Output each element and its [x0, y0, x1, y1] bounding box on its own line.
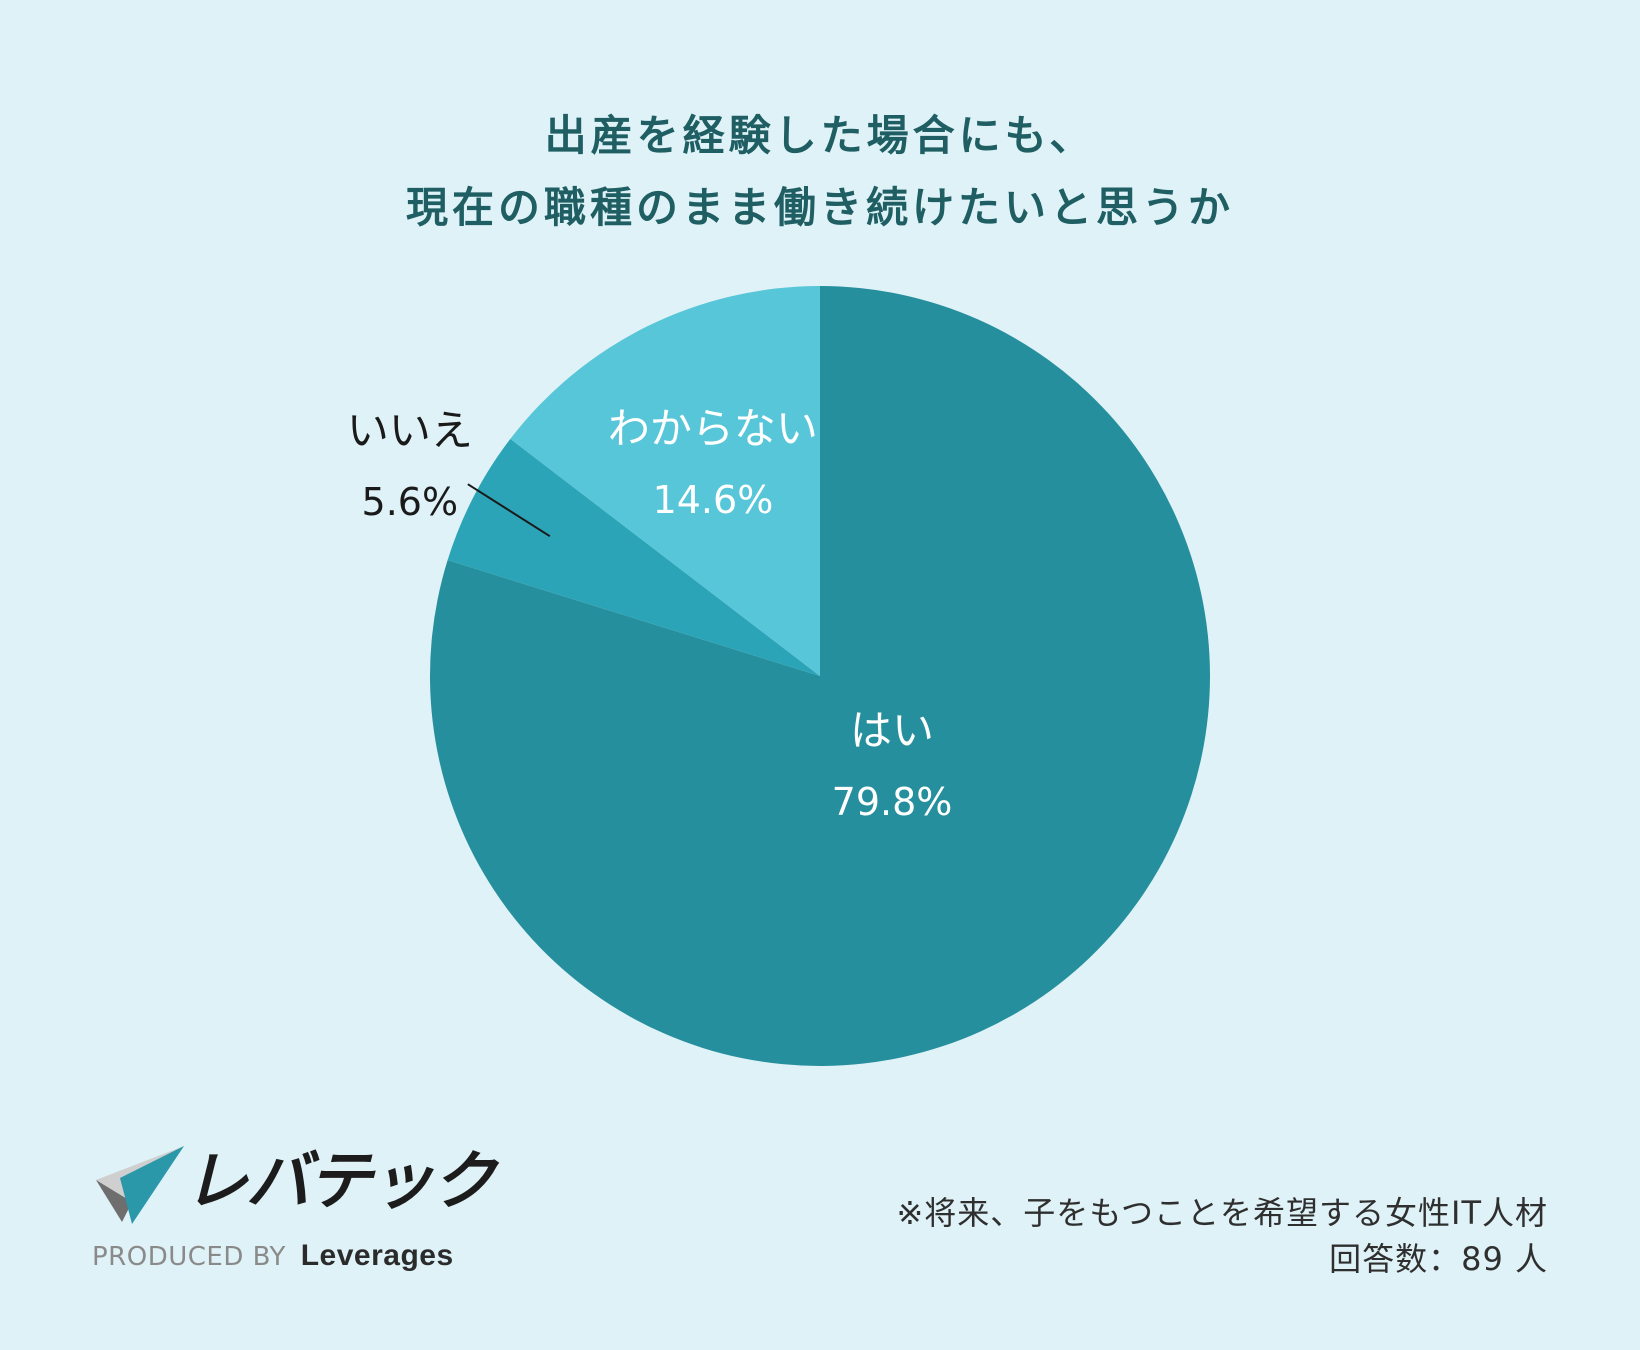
slice-hai-value: 79.8%: [832, 780, 953, 824]
produced-by-label: PRODUCED BY: [92, 1242, 286, 1272]
leader-line-iie: [467, 483, 551, 538]
chart-title-line-1: 出産を経験した場合にも、: [544, 111, 1096, 160]
slice-iie: [447, 438, 820, 676]
slice-iie-value: 5.6%: [362, 480, 459, 524]
company-name: Leverages: [300, 1239, 454, 1272]
slice-wakaranai-value: 14.6%: [653, 478, 774, 522]
footnote-respondents: 回答数：89 人: [1329, 1240, 1548, 1278]
slice-wakaranai-label: わからない: [608, 404, 818, 453]
footnote: ※将来、子をもつことを希望する女性IT人材 回答数：89 人: [896, 1190, 1548, 1282]
leverages-logo: レバテック PRODUCED BY Leverages: [92, 1138, 512, 1278]
slice-wakaranai: [510, 286, 820, 676]
chart-title: 出産を経験した場合にも、 現在の職種のまま働き続けたいと思うか: [0, 100, 1640, 244]
chart-title-line-2: 現在の職種のまま働き続けたいと思うか: [405, 183, 1234, 232]
footnote-population: ※将来、子をもつことを希望する女性IT人材: [896, 1194, 1548, 1232]
logo-wordmark: レバテック: [184, 1145, 496, 1219]
slice-hai-label: はい: [850, 706, 934, 755]
logo-mark-icon: [96, 1146, 184, 1224]
produced-by-line: PRODUCED BY Leverages: [92, 1238, 454, 1275]
slice-iie-label: いいえ: [347, 406, 473, 455]
